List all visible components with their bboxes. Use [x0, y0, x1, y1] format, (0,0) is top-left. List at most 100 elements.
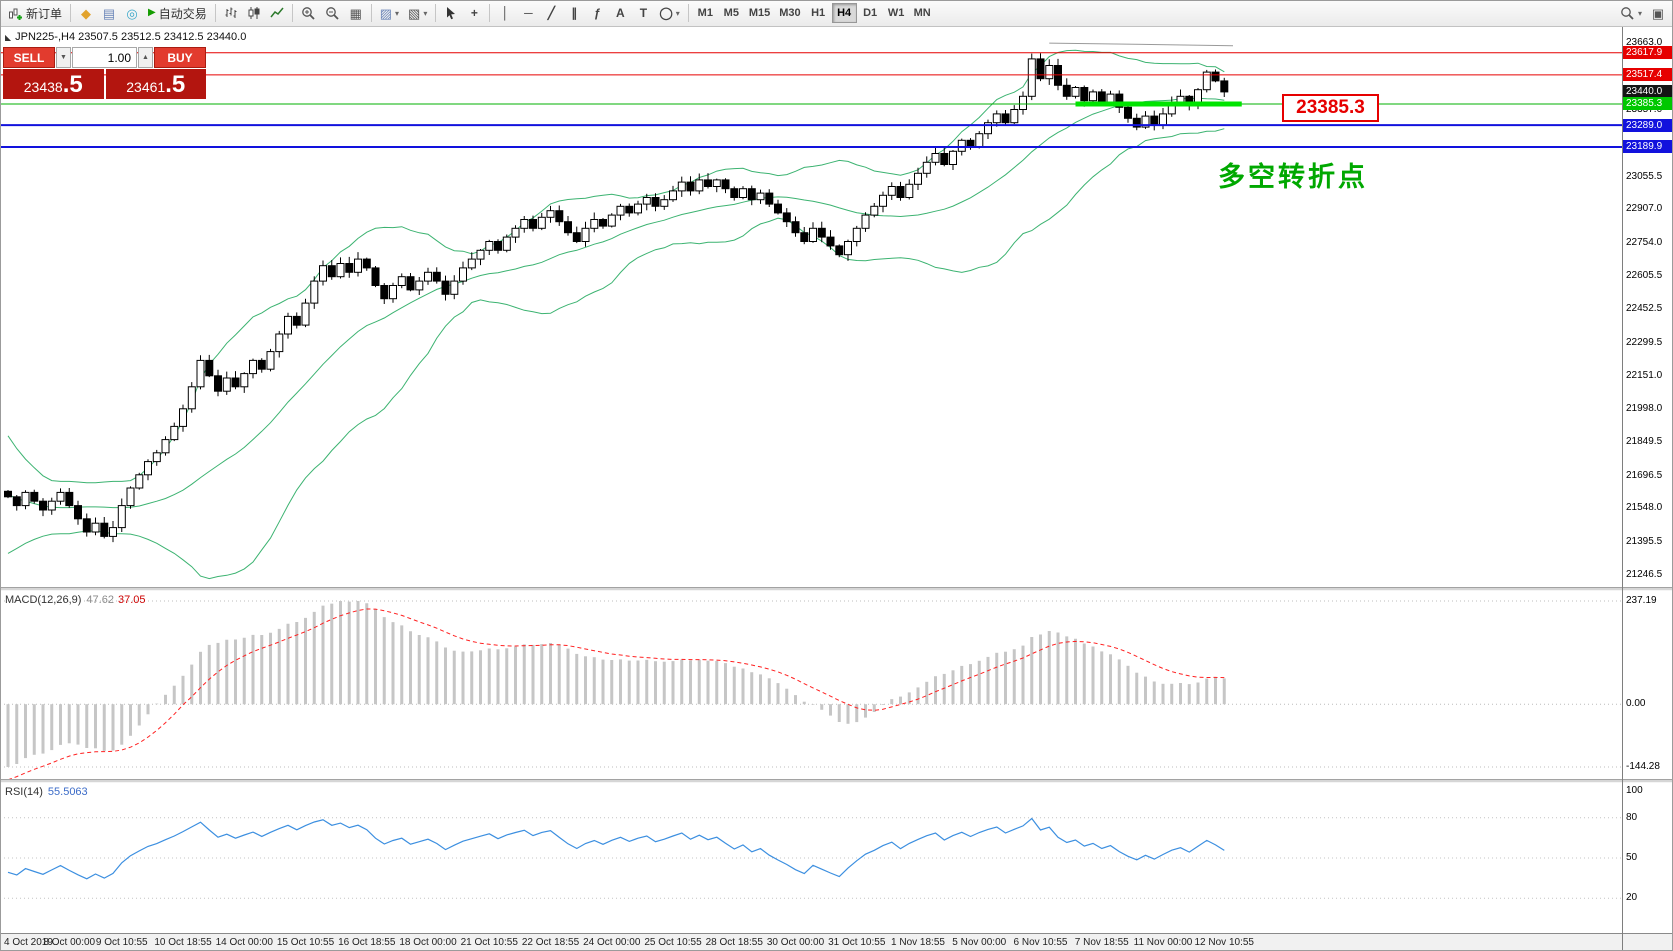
layout-button[interactable]: ▣: [1647, 2, 1669, 24]
time-axis-label: 25 Oct 10:55: [644, 937, 702, 948]
price-line-label: 23517.4: [1623, 68, 1673, 82]
line-chart-button[interactable]: [266, 2, 288, 24]
crosshair-button[interactable]: +: [463, 2, 485, 24]
tile-windows-button[interactable]: ▦: [345, 2, 367, 24]
text-label-button[interactable]: T: [632, 2, 654, 24]
bollinger-bands: [7, 49, 1225, 580]
sell-price-display[interactable]: 23438.5: [3, 69, 104, 99]
vertical-line-button[interactable]: │: [494, 2, 516, 24]
templates-button[interactable]: ▧ ▾: [404, 2, 431, 24]
timeframe-mn-button[interactable]: MN: [910, 3, 935, 23]
volume-input[interactable]: 1.00: [72, 47, 137, 68]
indicators-button[interactable]: ▨ ▾: [376, 2, 403, 24]
time-axis-label: 9 Oct 10:55: [95, 937, 148, 948]
turning-point-note[interactable]: 多空转折点: [1218, 162, 1368, 192]
new-order-label: 新订单: [26, 6, 63, 21]
candlestick-chart-icon: [248, 7, 260, 19]
toolbar-separator: [70, 4, 72, 22]
search-button[interactable]: ▾: [1616, 2, 1646, 24]
time-axis-label: 15 Oct 10:55: [276, 937, 335, 948]
candlestick-chart-button[interactable]: [243, 2, 265, 24]
price-axis-main[interactable]: 23663.023357.023055.522907.022754.022605…: [1623, 27, 1673, 587]
time-axis-label: 11 Nov 00:00: [1133, 937, 1193, 948]
cursor-button[interactable]: [440, 2, 462, 24]
vertical-line-icon: │: [501, 6, 510, 20]
tile-windows-icon: ▦: [349, 5, 362, 21]
macd-signal-line: [8, 608, 1225, 779]
time-axis-label: 10 Oct 18:55: [154, 937, 212, 948]
price-axis-label: 23663.0: [1626, 36, 1663, 48]
time-axis-label: 4 Oct 2019: [4, 937, 53, 948]
volume-increment-button[interactable]: ▲: [138, 47, 153, 68]
cursor-icon: [447, 7, 456, 20]
price-axis-label: 21696.5: [1626, 469, 1663, 481]
time-axis-label: 14 Oct 00:00: [215, 937, 273, 948]
price-axis-label: 21849.5: [1626, 435, 1663, 447]
timeframe-m15-button[interactable]: M15: [745, 3, 774, 23]
time-axis-label: 22 Oct 18:55: [521, 937, 580, 948]
timeframe-h1-button[interactable]: H1: [806, 3, 831, 23]
rsi-value: 55.5063: [47, 786, 88, 798]
terminal-button[interactable]: ▤: [98, 2, 120, 24]
price-line-label: 23289.0: [1623, 118, 1673, 132]
toolbar-separator: [489, 4, 491, 22]
macd-plot[interactable]: [0, 591, 1622, 779]
indicators-icon: ▨: [379, 5, 393, 21]
favorites-button[interactable]: ◆: [75, 2, 97, 24]
sell-button[interactable]: SELL: [3, 47, 55, 68]
chart-window: ◣ JPN225-,H4 23507.5 23512.5 23412.5 234…: [0, 27, 1622, 951]
bar-chart-button[interactable]: [220, 2, 242, 24]
rsi-label: RSI(14) 55.5063: [5, 786, 88, 798]
pane-splitter-macd[interactable]: [0, 587, 1622, 591]
rsi-plot[interactable]: [0, 783, 1622, 933]
trendline-icon: ╱: [547, 6, 555, 20]
axis-splitter: [1623, 779, 1673, 783]
zoom-out-button[interactable]: [321, 2, 344, 24]
time-axis-label: 31 Oct 10:55: [828, 937, 886, 948]
buy-price-display[interactable]: 23461.5: [105, 69, 206, 99]
autotrading-button[interactable]: ▶ 自动交易: [144, 2, 211, 24]
favorites-icon: ◆: [81, 5, 92, 21]
fibonacci-button[interactable]: ƒ: [586, 2, 608, 24]
bar-chart-icon: [225, 7, 237, 18]
rsi-pane[interactable]: RSI(14) 55.5063: [0, 783, 1622, 933]
time-axis-label: 18 Oct 00:00: [399, 937, 457, 948]
volume-decrement-button[interactable]: ▼: [56, 47, 71, 68]
chevron-down-icon: ▾: [395, 8, 400, 18]
text-button[interactable]: A: [609, 2, 631, 24]
timeframe-m1-button[interactable]: M1: [693, 3, 718, 23]
timeframe-w1-button[interactable]: W1: [884, 3, 909, 23]
top-trendline: [1049, 42, 1234, 47]
price-axis-label: 22907.0: [1626, 203, 1663, 215]
time-axis[interactable]: 4 Oct 2019 8 Oct 00:00 9 Oct 10:55 10 Oct 1…: [0, 933, 1622, 951]
macd-axis-label: 237.19: [1626, 595, 1657, 606]
macd-axis[interactable]: 237.19 0.00 -144.28: [1623, 591, 1673, 779]
price-axis-label: 22605.5: [1626, 269, 1663, 281]
zoom-in-button[interactable]: [297, 2, 320, 24]
price-chart-pane[interactable]: ◣ JPN225-,H4 23507.5 23512.5 23412.5 234…: [0, 27, 1622, 587]
one-click-toggle-icon[interactable]: ◣: [5, 32, 12, 42]
macd-axis-label: -144.28: [1626, 761, 1660, 772]
buy-button[interactable]: BUY: [154, 47, 206, 68]
price-annotation-box[interactable]: 23385.3: [1282, 94, 1379, 122]
community-button[interactable]: ◎: [121, 2, 143, 24]
rsi-axis[interactable]: 100 80 50 20: [1623, 783, 1673, 933]
price-axis[interactable]: 23663.023357.023055.522907.022754.022605…: [1622, 27, 1673, 951]
timeframe-h4-button[interactable]: H4: [831, 3, 857, 23]
toolbar-separator: [214, 4, 216, 22]
crosshair-icon: +: [470, 6, 478, 20]
timeframe-m30-button[interactable]: M30: [775, 3, 804, 23]
shapes-button[interactable]: ◯ ▾: [655, 2, 683, 24]
timeframe-m5-button[interactable]: M5: [719, 3, 744, 23]
channel-button[interactable]: ∥: [563, 2, 585, 24]
buy-price-dec: .5: [165, 71, 186, 98]
timeframe-d1-button[interactable]: D1: [858, 3, 883, 23]
trendline-button[interactable]: ╱: [540, 2, 562, 24]
sell-price-dec: .5: [62, 71, 83, 98]
new-order-button[interactable]: 新订单: [4, 2, 66, 24]
macd-pane[interactable]: MACD(12,26,9) 47.62 37.05: [0, 591, 1622, 779]
pane-splitter-rsi[interactable]: [0, 779, 1622, 783]
horizontal-line-button[interactable]: ─: [517, 2, 539, 24]
macd-axis-label: 0.00: [1626, 698, 1646, 710]
time-axis-label: 5 Nov 00:00: [952, 937, 1007, 948]
